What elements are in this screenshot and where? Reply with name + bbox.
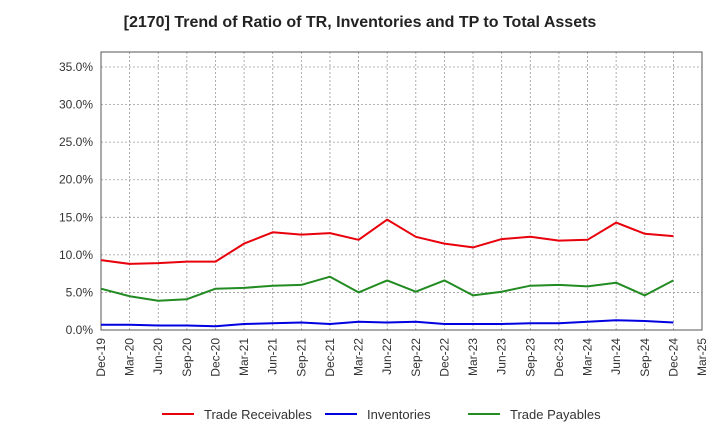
y-tick-label: 25.0%: [59, 135, 93, 149]
y-tick-label: 30.0%: [59, 98, 93, 112]
x-tick-label: Mar-25: [695, 338, 709, 376]
y-tick-label: 10.0%: [59, 248, 93, 262]
x-tick-label: Jun-21: [266, 338, 280, 375]
y-tick-label: 35.0%: [59, 60, 93, 74]
legend-label: Trade Receivables: [204, 407, 312, 422]
x-tick-label: Mar-20: [123, 338, 137, 376]
x-tick-label: Mar-24: [581, 338, 595, 376]
x-tick-label: Sep-21: [294, 338, 308, 377]
legend-label: Trade Payables: [510, 407, 601, 422]
x-tick-label: Jun-22: [380, 338, 394, 375]
series-line: [100, 275, 674, 302]
x-tick-label: Jun-24: [609, 338, 623, 375]
series-line: [101, 319, 674, 328]
x-tick-label: Dec-22: [437, 338, 451, 377]
legend-label: Inventories: [367, 407, 431, 422]
x-tick-label: Jun-20: [151, 338, 165, 375]
x-tick-label: Dec-20: [208, 338, 222, 377]
x-tick-label: Dec-21: [323, 338, 337, 377]
y-tick-label: 5.0%: [66, 285, 94, 299]
y-tick-label: 0.0%: [66, 323, 94, 337]
x-tick-label: Mar-23: [466, 338, 480, 376]
x-tick-label: Dec-24: [666, 338, 680, 377]
x-tick-label: Mar-21: [237, 338, 251, 376]
x-tick-label: Dec-23: [552, 338, 566, 377]
x-tick-label: Sep-22: [409, 338, 423, 377]
chart-title: [2170] Trend of Ratio of TR, Inventories…: [123, 14, 597, 31]
y-tick-label: 15.0%: [59, 210, 93, 224]
x-tick-label: Sep-20: [180, 338, 194, 377]
x-tick-label: Jun-23: [495, 338, 509, 375]
x-tick-label: Dec-19: [94, 338, 108, 377]
plot-frame: [100, 51, 703, 331]
x-tick-label: Mar-22: [352, 338, 366, 376]
y-tick-label: 20.0%: [59, 173, 93, 187]
plot-area: [101, 52, 702, 330]
x-tick-label: Sep-24: [638, 338, 652, 377]
x-tick-label: Sep-23: [523, 338, 537, 377]
series-line: [100, 218, 674, 265]
